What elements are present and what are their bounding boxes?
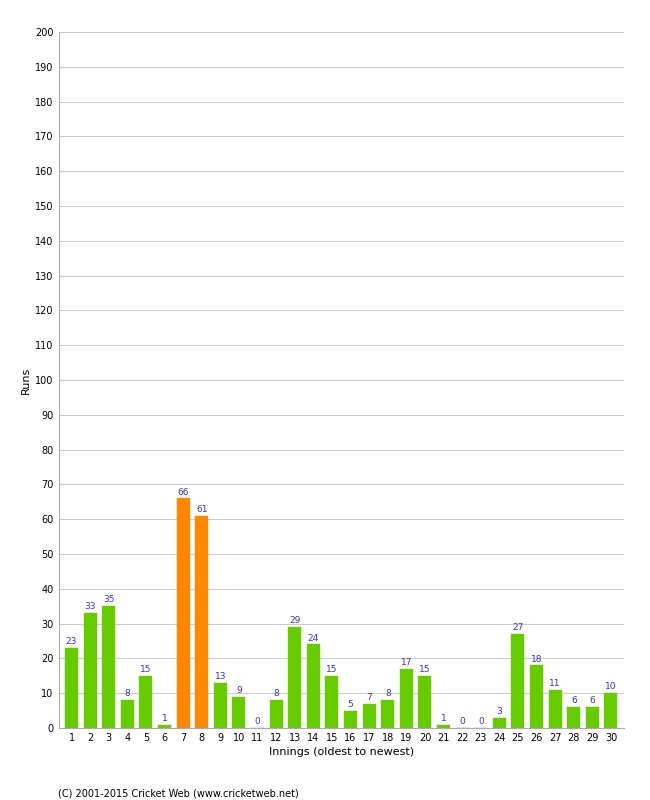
Text: 6: 6 [571, 696, 577, 706]
Text: 66: 66 [177, 487, 189, 497]
Bar [84, 613, 97, 728]
Text: 3: 3 [497, 707, 502, 716]
Bar [567, 707, 580, 728]
Text: 27: 27 [512, 623, 524, 632]
Bar [307, 645, 320, 728]
Text: 10: 10 [605, 682, 617, 691]
Bar [530, 666, 543, 728]
Bar [233, 697, 246, 728]
Bar [382, 700, 395, 728]
Text: 0: 0 [255, 718, 261, 726]
Bar [437, 725, 450, 728]
Text: 0: 0 [460, 718, 465, 726]
Text: 17: 17 [400, 658, 412, 667]
Y-axis label: Runs: Runs [21, 366, 31, 394]
Text: 15: 15 [140, 665, 151, 674]
Bar [326, 676, 339, 728]
Text: 9: 9 [236, 686, 242, 695]
Text: 5: 5 [348, 700, 354, 709]
Bar [214, 682, 227, 728]
Text: 8: 8 [273, 690, 279, 698]
Bar [493, 718, 506, 728]
Text: 0: 0 [478, 718, 484, 726]
Text: 1: 1 [441, 714, 447, 722]
Text: 6: 6 [590, 696, 595, 706]
Text: 7: 7 [367, 693, 372, 702]
Bar [158, 725, 171, 728]
Text: 15: 15 [326, 665, 338, 674]
Text: 18: 18 [531, 654, 542, 664]
Bar [288, 627, 301, 728]
Bar [400, 669, 413, 728]
Bar [270, 700, 283, 728]
Text: 33: 33 [84, 602, 96, 611]
Bar [65, 648, 78, 728]
Bar [363, 704, 376, 728]
Bar [177, 498, 190, 728]
Text: 11: 11 [549, 679, 561, 688]
Text: 8: 8 [385, 690, 391, 698]
Text: (C) 2001-2015 Cricket Web (www.cricketweb.net): (C) 2001-2015 Cricket Web (www.cricketwe… [58, 788, 299, 798]
Text: 35: 35 [103, 595, 114, 605]
Text: 1: 1 [162, 714, 168, 722]
Text: 61: 61 [196, 505, 207, 514]
Bar [512, 634, 525, 728]
Text: 13: 13 [214, 672, 226, 681]
Bar [121, 700, 134, 728]
Text: 29: 29 [289, 616, 300, 626]
Bar [195, 516, 208, 728]
Bar [419, 676, 432, 728]
Bar [139, 676, 153, 728]
Bar [102, 606, 115, 728]
Text: 15: 15 [419, 665, 431, 674]
Bar [549, 690, 562, 728]
X-axis label: Innings (oldest to newest): Innings (oldest to newest) [268, 747, 414, 757]
Bar [344, 710, 357, 728]
Text: 24: 24 [307, 634, 319, 642]
Bar [604, 693, 617, 728]
Bar [586, 707, 599, 728]
Text: 23: 23 [66, 638, 77, 646]
Text: 8: 8 [124, 690, 130, 698]
